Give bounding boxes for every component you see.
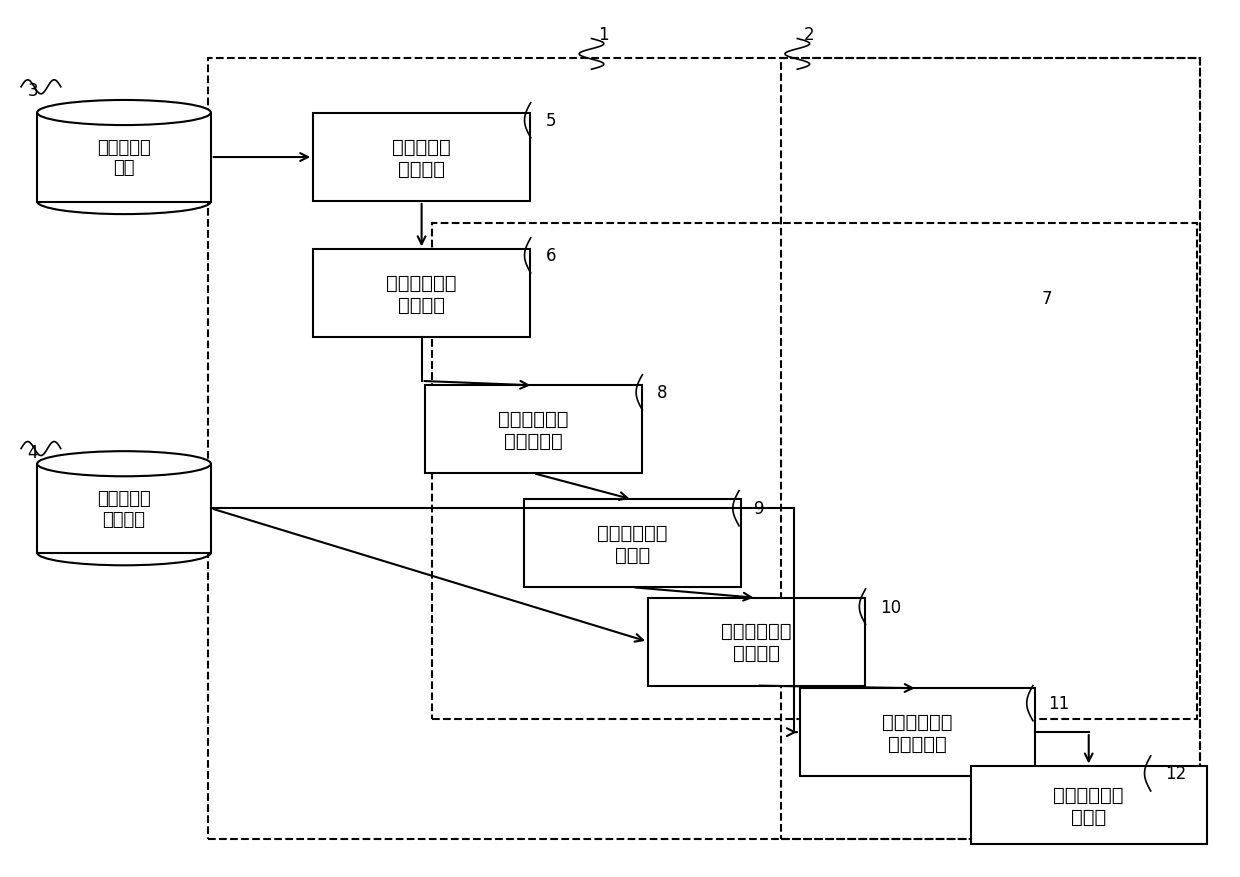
Text: 3: 3 <box>27 82 38 100</box>
Text: 12: 12 <box>1166 765 1187 782</box>
Text: 路段构成点
坡度计算: 路段构成点 坡度计算 <box>392 138 451 178</box>
FancyBboxPatch shape <box>647 598 866 686</box>
Text: 8: 8 <box>657 384 667 402</box>
Text: 坡度数据功率
谱密度分析: 坡度数据功率 谱密度分析 <box>498 410 568 450</box>
Text: 10: 10 <box>880 598 901 616</box>
Text: 2: 2 <box>804 26 815 44</box>
Ellipse shape <box>37 101 211 126</box>
Text: 坡度数据的最
大限值判别: 坡度数据的最 大限值判别 <box>883 712 952 752</box>
FancyBboxPatch shape <box>800 688 1035 776</box>
Text: 9: 9 <box>754 500 764 517</box>
FancyBboxPatch shape <box>424 386 642 474</box>
Text: 4: 4 <box>27 444 37 461</box>
FancyBboxPatch shape <box>37 113 211 203</box>
Text: 11: 11 <box>1048 695 1069 712</box>
Text: 1: 1 <box>598 26 609 44</box>
Text: 坡度数据的变
化率判别: 坡度数据的变 化率判别 <box>722 622 791 662</box>
FancyBboxPatch shape <box>523 500 740 588</box>
FancyBboxPatch shape <box>314 250 531 338</box>
Text: 5: 5 <box>546 112 556 130</box>
FancyBboxPatch shape <box>314 114 531 202</box>
Text: 国标中公路
坡度数据: 国标中公路 坡度数据 <box>97 489 151 528</box>
FancyBboxPatch shape <box>971 766 1207 844</box>
Text: 6: 6 <box>546 247 556 265</box>
Text: 7: 7 <box>1042 289 1052 307</box>
Text: 坡度数据合并
与输出: 坡度数据合并 与输出 <box>1054 785 1123 825</box>
FancyBboxPatch shape <box>37 464 211 553</box>
Text: 坡度数据零相
移滤波: 坡度数据零相 移滤波 <box>598 524 667 564</box>
Text: 速度，高程
数据: 速度，高程 数据 <box>97 139 151 177</box>
Text: 提取急速点与
路段拆分: 提取急速点与 路段拆分 <box>387 274 456 314</box>
Ellipse shape <box>37 452 211 477</box>
